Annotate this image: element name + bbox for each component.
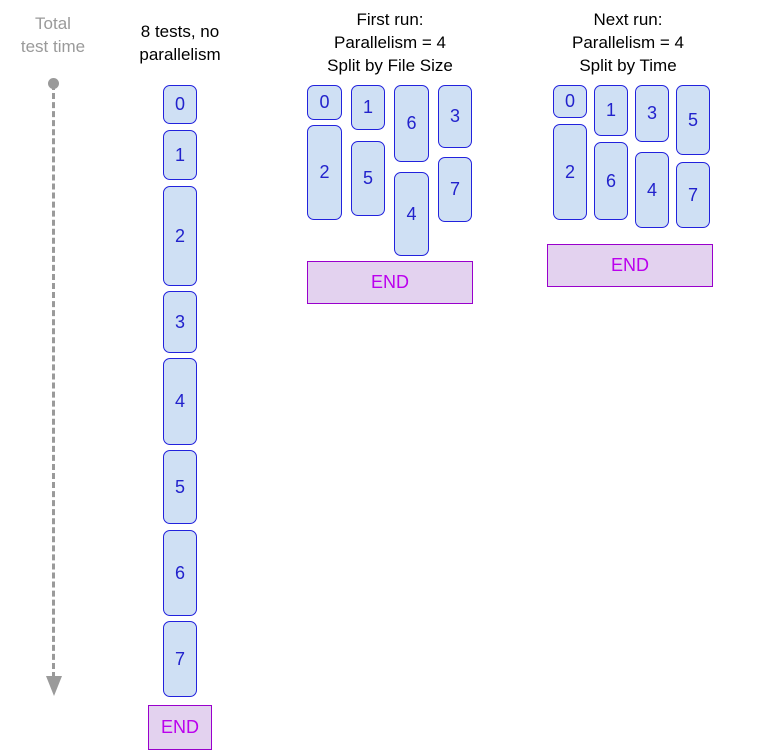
test-box-next-run-2[interactable]: 2 (553, 124, 587, 220)
test-box-first-run-5[interactable]: 5 (351, 141, 385, 216)
arrow-head-icon (46, 676, 62, 696)
test-box-serial-5[interactable]: 5 (163, 450, 197, 524)
test-box-next-run-0[interactable]: 0 (553, 85, 587, 118)
column-title-next-run: Next run: Parallelism = 4 Split by Time (572, 10, 684, 75)
arrow-dashed-stem-icon (52, 84, 55, 678)
test-box-first-run-4[interactable]: 4 (394, 172, 429, 256)
column-title-serial: 8 tests, no parallelism (139, 22, 221, 64)
test-box-serial-4[interactable]: 4 (163, 358, 197, 445)
test-box-first-run-3[interactable]: 3 (438, 85, 472, 148)
test-box-next-run-7[interactable]: 7 (676, 162, 710, 228)
test-box-next-run-5[interactable]: 5 (676, 85, 710, 155)
test-box-first-run-1[interactable]: 1 (351, 85, 385, 130)
column-title-first-run: First run: Parallelism = 4 Split by File… (327, 10, 453, 75)
test-box-serial-3[interactable]: 3 (163, 291, 197, 353)
arrow-start-dot-icon (48, 78, 59, 89)
test-box-serial-0[interactable]: 0 (163, 85, 197, 124)
end-box-first-run[interactable]: END (307, 261, 473, 304)
test-box-serial-2[interactable]: 2 (163, 186, 197, 286)
test-box-serial-7[interactable]: 7 (163, 621, 197, 697)
test-box-first-run-7[interactable]: 7 (438, 157, 472, 222)
test-box-first-run-2[interactable]: 2 (307, 125, 342, 220)
test-box-next-run-6[interactable]: 6 (594, 142, 628, 220)
total-test-time-label: Total test time (20, 14, 86, 56)
test-box-first-run-6[interactable]: 6 (394, 85, 429, 162)
test-box-first-run-0[interactable]: 0 (307, 85, 342, 120)
test-box-serial-1[interactable]: 1 (163, 130, 197, 180)
end-box-next-run[interactable]: END (547, 244, 713, 287)
test-box-serial-6[interactable]: 6 (163, 530, 197, 616)
test-box-next-run-4[interactable]: 4 (635, 152, 669, 228)
time-axis-arrow (38, 74, 70, 708)
test-box-next-run-3[interactable]: 3 (635, 85, 669, 142)
end-box-serial[interactable]: END (148, 705, 212, 750)
test-box-next-run-1[interactable]: 1 (594, 85, 628, 136)
